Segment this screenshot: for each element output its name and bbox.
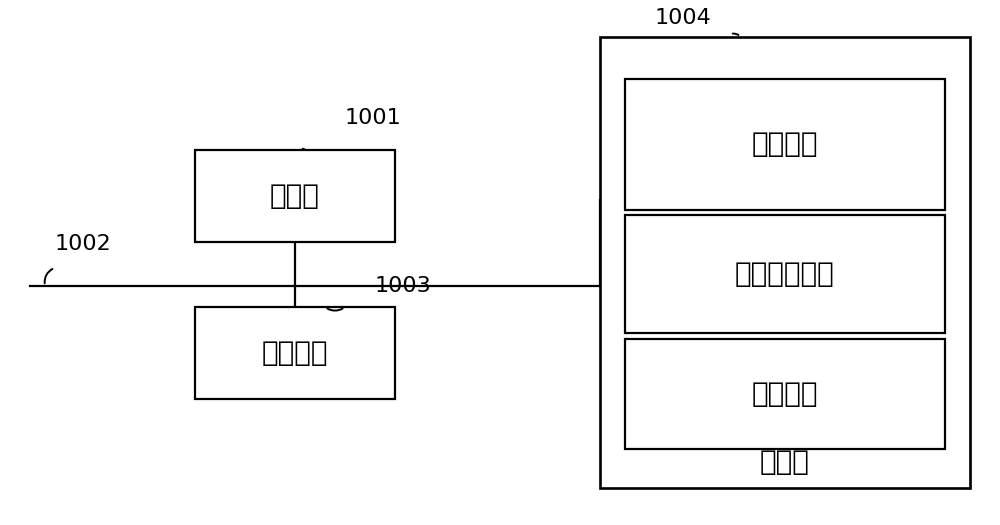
Bar	[195, 150, 395, 242]
Bar	[600, 37, 970, 488]
Text: 网络通信模块: 网络通信模块	[735, 260, 835, 288]
Text: 操作系统: 操作系统	[752, 130, 818, 159]
Text: 校准程序: 校准程序	[752, 380, 818, 408]
Bar	[625, 79, 945, 210]
Text: 1004: 1004	[655, 8, 712, 28]
Text: 网络接口: 网络接口	[262, 339, 328, 367]
Text: 处理器: 处理器	[270, 182, 320, 209]
Text: 1002: 1002	[55, 234, 112, 254]
Text: 1003: 1003	[375, 276, 432, 296]
Text: 存储器: 存储器	[760, 448, 810, 476]
Bar	[195, 307, 395, 399]
Text: 1001: 1001	[345, 108, 402, 128]
Bar	[625, 215, 945, 333]
Bar	[625, 339, 945, 449]
